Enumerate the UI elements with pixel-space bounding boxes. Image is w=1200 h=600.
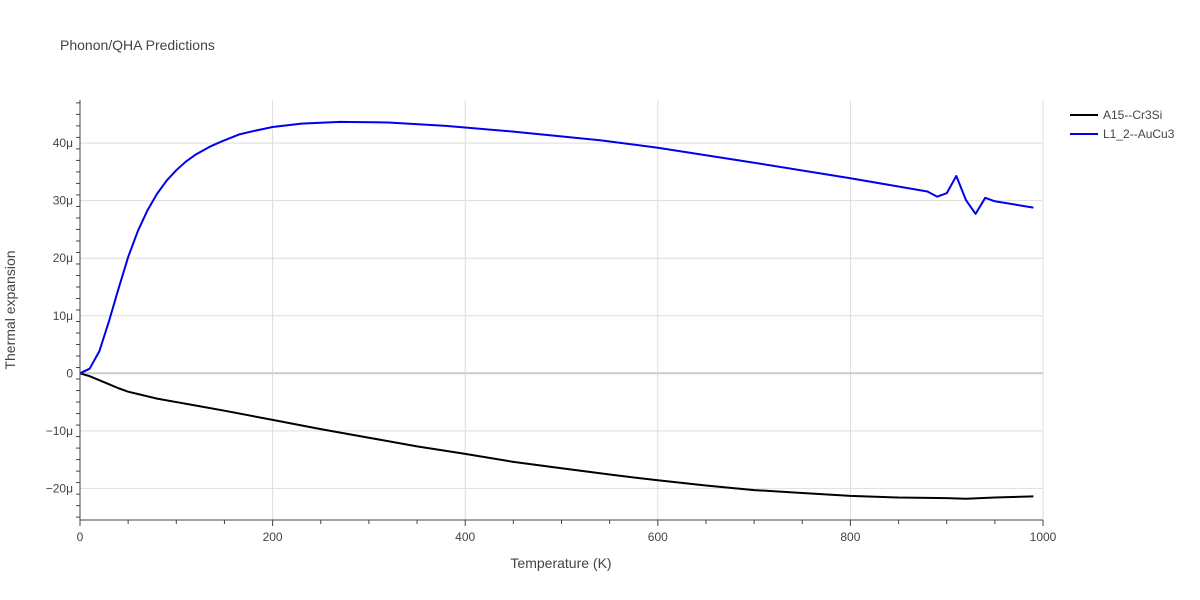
series-line-1 <box>79 372 1034 500</box>
y-axis-title: Thermal expansion <box>2 250 18 369</box>
legend-label: L1_2--AuCu3 <box>1103 127 1175 141</box>
x-tick-label: 1000 <box>1030 530 1057 544</box>
y-tick-label: −10μ <box>46 424 73 438</box>
x-tick-label: 600 <box>648 530 668 544</box>
x-axis-title: Temperature (K) <box>510 555 611 571</box>
y-tick-label: 40μ <box>53 136 73 150</box>
y-tick-label: 30μ <box>53 194 73 208</box>
x-tick-label: 200 <box>263 530 283 544</box>
x-tick-label: 400 <box>455 530 475 544</box>
x-tick-label: 800 <box>840 530 860 544</box>
legend-label: A15--Cr3Si <box>1103 108 1162 122</box>
legend-item-2[interactable]: L1_2--AuCu3 <box>1070 127 1175 141</box>
axes: 0 200 400 600 800 1000 −20μ −10μ 0 10μ 20μ 30μ 40μ <box>46 100 1057 544</box>
legend-item-1[interactable]: A15--Cr3Si <box>1070 108 1162 122</box>
y-tick-label: 0 <box>66 366 73 380</box>
y-tick-label: 20μ <box>53 251 73 265</box>
x-tick-label: 0 <box>77 530 84 544</box>
plot-area <box>79 120 1034 500</box>
y-tick-label: −20μ <box>46 481 73 495</box>
series-line-2 <box>79 120 1034 375</box>
y-tick-label: 10μ <box>53 309 73 323</box>
grid-lines <box>80 100 1044 520</box>
chart-title: Phonon/QHA Predictions <box>60 37 215 53</box>
legend[interactable]: A15--Cr3Si L1_2--AuCu3 <box>1070 108 1175 141</box>
